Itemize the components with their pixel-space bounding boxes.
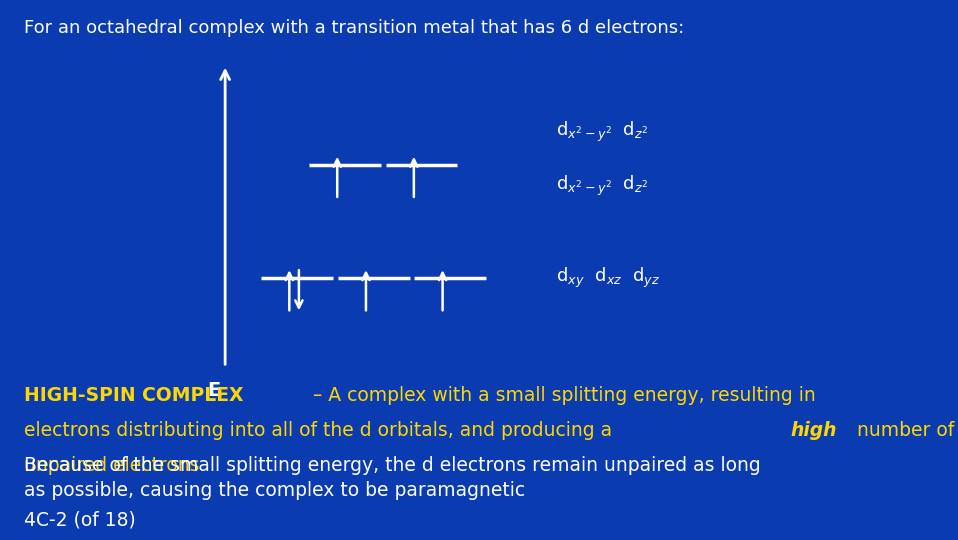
Text: For an octahedral complex with a transition metal that has 6 d electrons:: For an octahedral complex with a transit…: [24, 19, 684, 37]
Text: d$_{x^2-y^2}$  d$_{z^2}$: d$_{x^2-y^2}$ d$_{z^2}$: [556, 120, 649, 144]
Text: Because of the small splitting energy, the d electrons remain unpaired as long
a: Because of the small splitting energy, t…: [24, 456, 761, 500]
Text: – A complex with a small splitting energy, resulting in: – A complex with a small splitting energ…: [308, 386, 816, 405]
Text: electrons distributing into all of the d orbitals, and producing a: electrons distributing into all of the d…: [24, 421, 618, 440]
Text: d$_{x^2-y^2}$  d$_{z^2}$: d$_{x^2-y^2}$ d$_{z^2}$: [556, 174, 649, 198]
Text: HIGH-SPIN COMPLEX: HIGH-SPIN COMPLEX: [24, 386, 243, 405]
Text: 4C-2 (of 18): 4C-2 (of 18): [24, 510, 136, 529]
Text: unpaired electrons: unpaired electrons: [24, 456, 199, 475]
Text: high: high: [790, 421, 837, 440]
Text: E: E: [207, 381, 220, 400]
Text: number of: number of: [851, 421, 954, 440]
Text: d$_{xy}$  d$_{xz}$  d$_{yz}$: d$_{xy}$ d$_{xz}$ d$_{yz}$: [556, 266, 660, 290]
